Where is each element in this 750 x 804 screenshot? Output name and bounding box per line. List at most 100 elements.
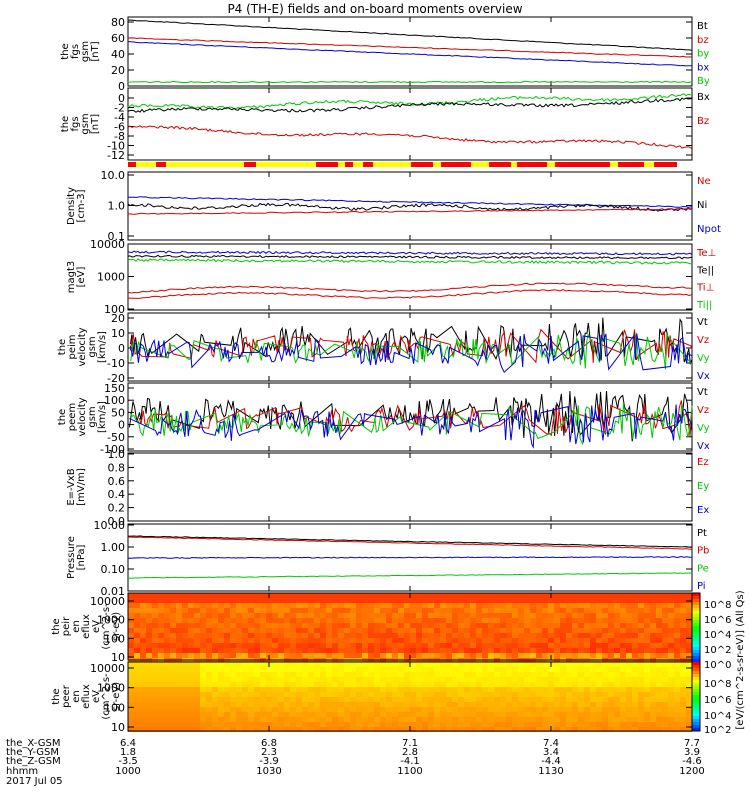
- spectrogram-cell: [416, 707, 422, 712]
- spectrogram-cell: [446, 677, 452, 682]
- spectrogram-cell: [362, 682, 368, 687]
- spectrogram-cell: [290, 633, 296, 638]
- spectrogram-cell: [422, 727, 428, 732]
- spectrogram-cell: [608, 662, 614, 667]
- spectrogram-cell: [272, 653, 278, 658]
- spectrogram-cell: [224, 687, 230, 692]
- spectrogram-cell: [470, 648, 476, 653]
- flag-segment: [363, 162, 373, 167]
- spectrogram-cell: [482, 682, 488, 687]
- spectrogram-cell: [410, 603, 416, 608]
- spectrogram-cell: [554, 702, 560, 707]
- spectrogram-cell: [260, 687, 266, 692]
- spectrogram-cell: [494, 702, 500, 707]
- spectrogram-cell: [314, 598, 320, 603]
- spectrogram-cell: [668, 717, 674, 722]
- spectrogram-cell: [434, 653, 440, 658]
- spectrogram-cell: [164, 618, 170, 623]
- spectrogram-cell: [674, 672, 680, 677]
- spectrogram-cell: [374, 628, 380, 633]
- spectrogram-cell: [578, 613, 584, 618]
- spectrogram-cell: [260, 618, 266, 623]
- spectrogram-cell: [386, 623, 392, 628]
- spectrogram-cell: [458, 697, 464, 702]
- legend-peim-velocity: Vy: [697, 353, 710, 364]
- spectrogram-cell: [302, 643, 308, 648]
- y-tick-label: 10000: [90, 595, 125, 608]
- spectrogram-cell: [164, 633, 170, 638]
- spectrogram-cell: [278, 608, 284, 613]
- spectrogram-cell: [248, 687, 254, 692]
- spectrogram-cell: [284, 603, 290, 608]
- spectrogram-cell: [434, 603, 440, 608]
- spectrogram-cell: [242, 608, 248, 613]
- series-te-par: [127, 254, 693, 260]
- spectrogram-cell: [248, 638, 254, 643]
- spectrogram-cell: [674, 692, 680, 697]
- spectrogram-cell: [428, 623, 434, 628]
- spectrogram-cell: [182, 677, 188, 682]
- spectrogram-cell: [590, 603, 596, 608]
- spectrogram-cell: [572, 653, 578, 658]
- spectrogram-cell: [230, 643, 236, 648]
- spectrogram-cell: [230, 593, 236, 598]
- spectrogram-cell: [674, 722, 680, 727]
- spectrogram-cell: [224, 667, 230, 672]
- spectrogram-cell: [494, 628, 500, 633]
- spectrogram-cell: [680, 608, 686, 613]
- spectrogram-cell: [182, 697, 188, 702]
- spectrogram-cell: [344, 687, 350, 692]
- spectrogram-cell: [608, 682, 614, 687]
- spectrogram-cell: [218, 722, 224, 727]
- spectrogram-cell: [314, 618, 320, 623]
- spectrogram-cell: [668, 727, 674, 732]
- spectrogram-cell: [572, 692, 578, 697]
- spectrogram-cell: [638, 727, 644, 732]
- flag-segment: [610, 162, 618, 167]
- spectrogram-cell: [674, 628, 680, 633]
- spectrogram-cell: [422, 707, 428, 712]
- spectrogram-cell: [332, 697, 338, 702]
- spectrogram-cell: [362, 717, 368, 722]
- spectrogram-cell: [500, 677, 506, 682]
- flag-segment: [128, 162, 136, 167]
- spectrogram-cell: [404, 593, 410, 598]
- spectrogram-cell: [524, 692, 530, 697]
- spectrogram-cell: [662, 727, 668, 732]
- spectrogram-cell: [218, 618, 224, 623]
- spectrogram-cell: [380, 643, 386, 648]
- spectrogram-cell: [344, 653, 350, 658]
- spectrogram-cell: [506, 653, 512, 658]
- spectrogram-cell: [608, 653, 614, 658]
- spectrogram-cell: [302, 593, 308, 598]
- y-tick-label: 0: [118, 92, 125, 105]
- spectrogram-cell: [524, 662, 530, 667]
- spectrogram-cell: [176, 727, 182, 732]
- spectrogram-cell: [398, 598, 404, 603]
- spectrogram-cell: [656, 598, 662, 603]
- spectrogram-cell: [434, 613, 440, 618]
- spectrogram-cell: [584, 717, 590, 722]
- spectrogram-cell: [560, 603, 566, 608]
- spectrogram-cell: [626, 638, 632, 643]
- spectrogram-cell: [272, 608, 278, 613]
- spectrogram-cell: [314, 712, 320, 717]
- spectrogram-cell: [686, 672, 692, 677]
- spectrogram-cell: [170, 603, 176, 608]
- spectrogram-cell: [224, 603, 230, 608]
- spectrogram-cell: [170, 682, 176, 687]
- spectrogram-cell: [620, 653, 626, 658]
- spectrogram-cell: [440, 667, 446, 672]
- spectrogram-cell: [662, 638, 668, 643]
- spectrogram-cell: [314, 608, 320, 613]
- spectrogram-cell: [248, 697, 254, 702]
- spectrogram-cell: [398, 722, 404, 727]
- legend-efield: Ez: [697, 457, 709, 468]
- spectrogram-cell: [578, 603, 584, 608]
- spectrogram-cell: [656, 662, 662, 667]
- spectrogram-cell: [242, 598, 248, 603]
- spectrogram-cell: [362, 603, 368, 608]
- spectrogram-cell: [410, 608, 416, 613]
- flag-segment: [144, 162, 156, 167]
- spectrogram-cell: [392, 682, 398, 687]
